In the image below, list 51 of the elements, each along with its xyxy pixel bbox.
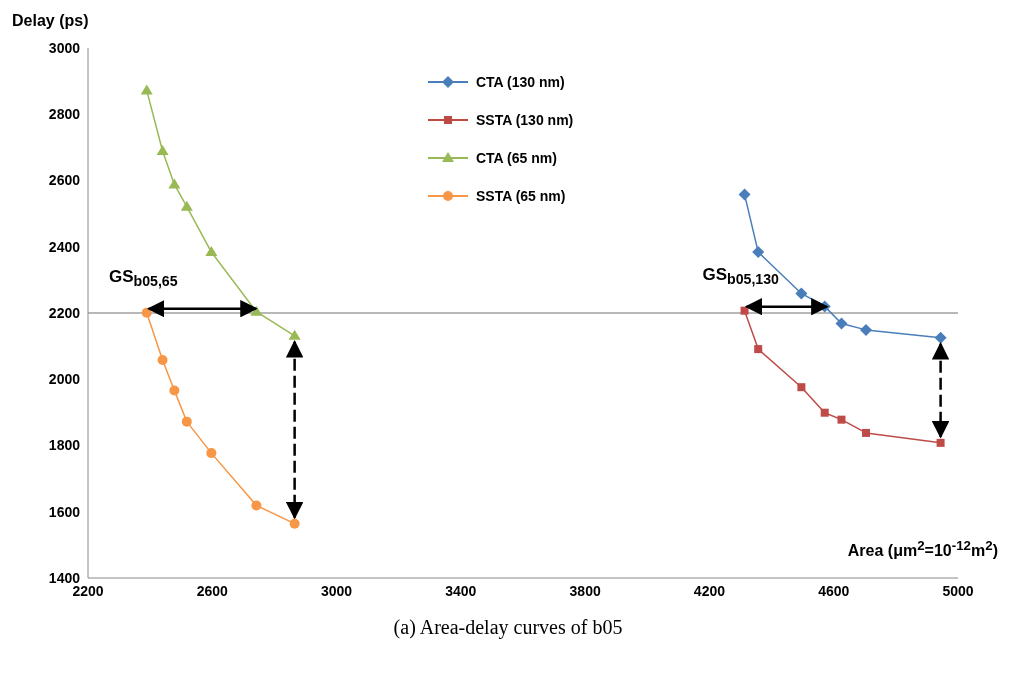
legend-label: SSTA (130 nm) [476, 112, 574, 128]
text: (a) Area-delay curves of b05 [393, 616, 623, 638]
x-axis-title: Area (μm$^{2}$=10$^{-12}$m$^{2}$) [847, 538, 998, 560]
x-tick-label: 4200 [693, 582, 726, 599]
y-tick-label: 2800 [48, 106, 81, 123]
point [157, 355, 168, 366]
legend-label: SSTA (65 nm) [476, 188, 566, 204]
y-tick-label: 2600 [48, 172, 81, 189]
x-tick-label: 2600 [196, 582, 229, 599]
annotation: GS$_{b05,65}$ [108, 266, 178, 290]
point [860, 323, 873, 336]
point [835, 317, 848, 330]
y-tick-label: 1600 [48, 503, 81, 520]
point [740, 306, 749, 315]
point [140, 84, 153, 95]
point [797, 383, 806, 392]
point [837, 415, 846, 424]
point [934, 331, 947, 344]
legend-label: CTA (65 nm) [476, 150, 557, 166]
point [250, 305, 263, 316]
point [795, 287, 808, 300]
point [206, 448, 217, 459]
x-tick-label: 3800 [569, 582, 601, 599]
point [251, 500, 262, 511]
point [289, 518, 300, 529]
x-tick-label: 3400 [445, 582, 477, 599]
point [141, 307, 152, 318]
point [288, 329, 301, 340]
y-tick-label: 3000 [48, 39, 81, 56]
y-axis-title: Delay (ps) [12, 12, 89, 29]
point [168, 178, 181, 189]
x-tick-label: 5000 [942, 582, 974, 599]
point [156, 145, 169, 156]
x-tick-label: 4600 [818, 582, 850, 599]
point [181, 416, 192, 427]
point [738, 188, 751, 201]
annotation: GS$_{b05,130}$ [702, 264, 779, 288]
point [180, 200, 193, 211]
y-tick-label: 2400 [48, 238, 81, 255]
y-tick-label: 1800 [48, 437, 81, 454]
y-tick-label: 2000 [48, 371, 81, 388]
x-tick-label: 3000 [320, 582, 353, 599]
point [862, 428, 871, 437]
legend-label: CTA (130 nm) [476, 74, 565, 90]
point [820, 408, 829, 417]
point [752, 246, 765, 259]
point [169, 385, 180, 396]
point [936, 438, 945, 447]
point [754, 345, 763, 354]
y-tick-label: 2200 [48, 304, 81, 321]
point [205, 246, 218, 257]
